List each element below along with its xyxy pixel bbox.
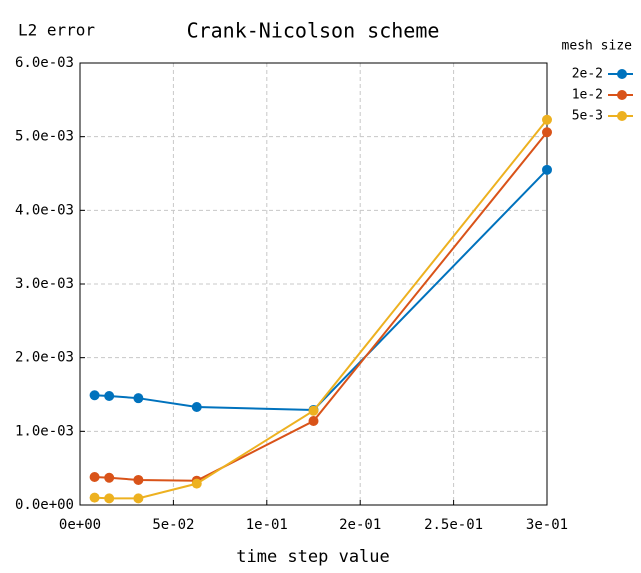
y-tick-label: 2.0e-03	[15, 350, 74, 366]
data-point	[542, 114, 552, 125]
legend-marker	[617, 90, 627, 100]
x-axis-label: time step value	[236, 547, 390, 567]
legend-title: mesh size	[562, 39, 633, 54]
data-point	[308, 416, 319, 427]
series-line	[94, 131, 548, 482]
y-tick-label: 3.0e-03	[15, 276, 74, 292]
legend-label: 2e-2	[572, 67, 603, 82]
x-tick-label: 2e-01	[339, 517, 381, 533]
data-point	[133, 393, 144, 404]
grid	[79, 62, 548, 506]
y-tick-label: 4.0e-03	[15, 202, 74, 218]
y-tick-label: 6.0e-03	[15, 55, 74, 71]
legend-label: 1e-2	[572, 88, 603, 103]
legend-marker	[617, 111, 627, 121]
x-tick-label: 0e+00	[59, 517, 101, 533]
data-point	[89, 472, 100, 483]
data-point	[133, 474, 144, 485]
data-point	[191, 402, 202, 413]
x-tick-label: 1e-01	[246, 517, 288, 533]
series-line	[94, 119, 548, 500]
data-point	[89, 390, 100, 401]
x-tick-label: 5e-02	[152, 517, 194, 533]
y-tick-label: 1.0e-03	[15, 423, 74, 439]
data-point	[89, 492, 100, 503]
y-axis-label: L2 error	[18, 21, 95, 40]
data-point	[104, 390, 115, 401]
x-tick-label: 2.5e-01	[424, 517, 483, 533]
plot-marks	[89, 114, 552, 504]
legend-marker	[617, 69, 627, 79]
data-point	[133, 493, 144, 504]
data-point	[542, 127, 552, 138]
chart-title: Crank-Nicolson scheme	[187, 19, 440, 43]
y-tick-label: 5.0e-03	[15, 129, 74, 145]
legend-label: 5e-3	[572, 109, 603, 124]
data-point	[191, 478, 202, 489]
y-tick-label: 0.0e+00	[15, 497, 74, 513]
data-point	[542, 164, 552, 175]
data-point	[104, 493, 115, 504]
data-point	[308, 405, 319, 416]
data-point	[104, 472, 115, 483]
x-tick-label: 3e-01	[526, 517, 568, 533]
